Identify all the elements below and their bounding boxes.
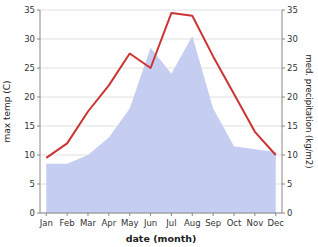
y2-tick-label: 10 (287, 150, 298, 160)
y2-tick-label: 15 (287, 121, 298, 131)
y2-tick (282, 126, 285, 127)
y2-tick-label: 20 (287, 92, 298, 102)
y2-tick (282, 39, 285, 40)
x-tick-label: Jun (143, 218, 157, 228)
x-tick (213, 213, 214, 216)
x-tick (129, 213, 130, 216)
x-tick-label: Oct (227, 218, 242, 228)
y-tick (37, 213, 40, 214)
x-tick-label: Aug (184, 218, 201, 228)
x-tick-label: Dec (268, 218, 285, 228)
y2-tick (282, 184, 285, 185)
x-tick (67, 213, 68, 216)
y2-tick-label: 30 (287, 34, 298, 44)
grid (40, 10, 282, 213)
y2-axis-label: med. precipitation (kg/m2) (304, 54, 314, 168)
x-axis-line (40, 213, 282, 214)
y-tick-label: 35 (24, 5, 35, 15)
x-tick (275, 213, 276, 216)
x-tick (87, 213, 88, 216)
y2-tick (282, 97, 285, 98)
y-tick-label: 0 (30, 208, 35, 218)
y-tick-label: 30 (24, 34, 35, 44)
y-tick (37, 68, 40, 69)
area (46, 36, 275, 213)
y-tick (37, 184, 40, 185)
y2-tick-label: 25 (287, 63, 298, 73)
x-tick-label: Nov (247, 218, 264, 228)
axes: JanFebMarAprMayJunJulAugSepOctNovDec0510… (24, 5, 298, 228)
x-tick (46, 213, 47, 216)
line (46, 13, 275, 158)
x-tick-label: Mar (80, 218, 97, 228)
x-tick (254, 213, 255, 216)
x-tick (234, 213, 235, 216)
y-tick (37, 126, 40, 127)
x-tick-label: Jan (39, 218, 53, 228)
y2-tick (282, 155, 285, 156)
x-tick (108, 213, 109, 216)
x-tick-label: Feb (60, 218, 75, 228)
grid-line (40, 213, 282, 214)
y-tick-label: 5 (30, 179, 35, 189)
x-tick (192, 213, 193, 216)
y-axis-line (40, 10, 41, 213)
y-tick (37, 10, 40, 11)
y2-axis-line (282, 10, 283, 213)
y2-tick-label: 35 (287, 5, 298, 15)
y-tick (37, 155, 40, 156)
y-tick (37, 39, 40, 40)
y-tick-label: 10 (24, 150, 35, 160)
y-tick-label: 15 (24, 121, 35, 131)
y2-tick-label: 5 (287, 179, 292, 189)
y-tick (37, 97, 40, 98)
y-tick-label: 25 (24, 63, 35, 73)
x-tick-label: May (121, 218, 139, 228)
grid-line (40, 10, 282, 11)
data-layer (46, 13, 275, 213)
x-tick-label: Jul (165, 218, 176, 228)
y2-tick-label: 0 (287, 208, 292, 218)
chart: JanFebMarAprMayJunJulAugSepOctNovDec0510… (0, 0, 318, 247)
x-axis-label: date (month) (126, 233, 197, 244)
y2-tick (282, 213, 285, 214)
x-tick-label: Apr (101, 218, 116, 228)
y2-tick (282, 10, 285, 11)
x-tick (171, 213, 172, 216)
y-axis-label: max temp (C) (2, 80, 12, 142)
chart-container: JanFebMarAprMayJunJulAugSepOctNovDec0510… (0, 0, 318, 247)
x-tick (150, 213, 151, 216)
y2-tick (282, 68, 285, 69)
y-tick-label: 20 (24, 92, 35, 102)
x-tick-label: Sep (205, 218, 221, 228)
